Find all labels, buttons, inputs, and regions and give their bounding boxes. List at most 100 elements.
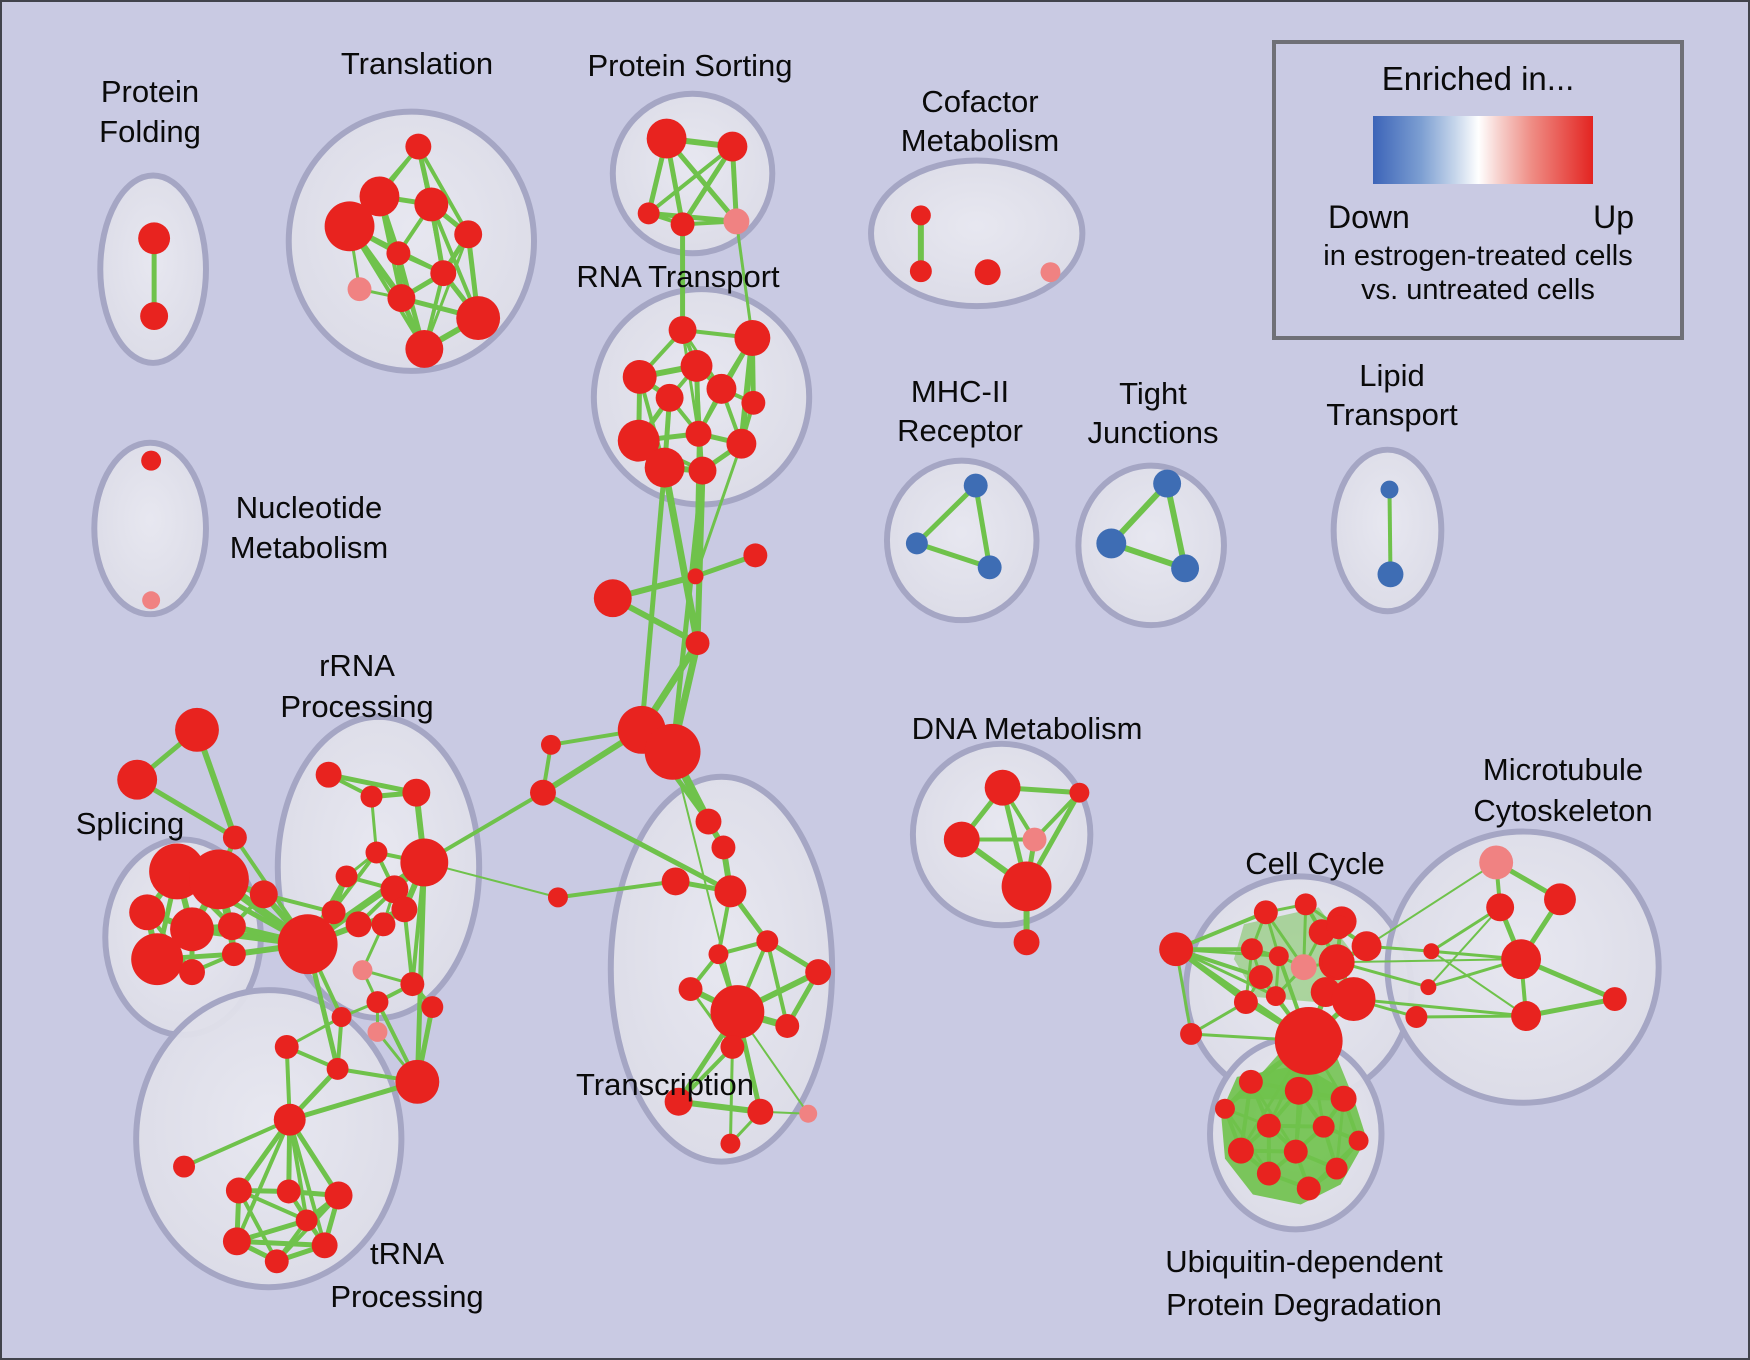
network-node xyxy=(695,808,722,835)
network-node xyxy=(670,212,695,237)
network-node xyxy=(221,942,246,967)
network-node xyxy=(170,907,214,952)
network-node xyxy=(977,555,1002,580)
network-node xyxy=(708,944,729,965)
network-node xyxy=(678,977,703,1002)
network-node xyxy=(646,118,687,159)
network-edge xyxy=(1366,861,1497,948)
network-edge xyxy=(680,145,735,226)
cluster-ellipse-lipid-transport xyxy=(1330,446,1445,615)
network-node xyxy=(359,176,400,217)
network-node xyxy=(655,383,684,412)
cluster-label-nucleotide-metabolism-line2: Metabolism xyxy=(229,530,389,565)
network-edge xyxy=(648,210,737,224)
network-node xyxy=(1040,262,1061,283)
network-edge xyxy=(1338,958,1522,964)
network-node xyxy=(1022,827,1047,852)
network-node xyxy=(984,769,1021,806)
network-node xyxy=(277,914,338,975)
network-edge xyxy=(916,541,991,570)
network-node xyxy=(805,959,832,986)
network-edge xyxy=(639,467,668,731)
network-node xyxy=(1348,1130,1369,1151)
legend-title: Enriched in... xyxy=(1381,60,1575,97)
network-node xyxy=(530,779,556,806)
legend-gradient-bar xyxy=(1373,116,1593,184)
network-node xyxy=(331,1007,352,1027)
cluster-label-translation-line1: Translation xyxy=(340,46,494,81)
network-edge xyxy=(1387,489,1393,575)
network-node xyxy=(324,201,375,252)
network-node xyxy=(414,187,449,222)
network-node xyxy=(387,284,416,313)
network-node xyxy=(321,900,346,925)
network-node xyxy=(367,1021,388,1042)
network-node xyxy=(905,532,928,555)
network-node xyxy=(335,865,358,888)
network-edge xyxy=(236,1238,325,1248)
network-node xyxy=(706,373,737,404)
cluster-label-tight-junctions-line1: Tight xyxy=(1119,376,1187,411)
network-node xyxy=(1248,965,1273,990)
network-node xyxy=(963,473,988,498)
network-node xyxy=(347,277,372,302)
network-node xyxy=(315,761,342,788)
network-node xyxy=(1227,1137,1254,1164)
network-edge xyxy=(1525,996,1616,1019)
network-node xyxy=(726,428,757,459)
network-node xyxy=(1351,931,1382,962)
network-edge xyxy=(1416,1014,1527,1019)
network-node xyxy=(743,543,768,568)
network-node xyxy=(1001,861,1052,912)
network-node xyxy=(1284,1076,1313,1105)
cluster-label-nucleotide-metabolism-line1: Nucleotide xyxy=(235,490,383,525)
network-node xyxy=(222,1227,251,1256)
network-node xyxy=(1214,1098,1235,1119)
network-node xyxy=(910,205,931,226)
network-node xyxy=(1377,561,1404,588)
network-edge xyxy=(328,772,417,796)
legend-endpoints: Down Up xyxy=(1276,199,1680,236)
network-node xyxy=(1274,1007,1343,1075)
network-edge xyxy=(422,233,470,350)
network-node xyxy=(371,912,396,937)
network-edge xyxy=(661,466,701,644)
cluster-label-rrna-processing-line2: Processing xyxy=(280,689,434,724)
network-edge xyxy=(1164,482,1189,569)
cluster-label-lipid-transport-line2: Transport xyxy=(1326,397,1458,432)
cluster-ellipse-nucleotide-metabolism xyxy=(91,439,209,618)
network-node xyxy=(345,911,372,938)
network-node xyxy=(775,1014,800,1038)
network-node xyxy=(1233,990,1258,1015)
cluster-label-cofactor-metabolism-line2: Metabolism xyxy=(900,123,1060,158)
network-node xyxy=(714,875,747,908)
network-node xyxy=(1153,469,1182,498)
network-edge xyxy=(647,145,734,215)
cluster-label-trna-processing-line1: tRNA xyxy=(369,1236,445,1271)
cluster-label-protein-folding-line1: Protein xyxy=(100,74,200,109)
network-node xyxy=(276,1179,301,1204)
network-node xyxy=(664,1087,693,1116)
network-edge xyxy=(671,751,739,1013)
legend-caption-line1: in estrogen-treated cells xyxy=(1323,240,1633,272)
network-node xyxy=(264,1249,289,1274)
network-node xyxy=(1240,938,1263,961)
cluster-label-microtubule-cytoskeleton-line1: Microtubule xyxy=(1482,752,1644,787)
cluster-label-protein-folding-line2: Folding xyxy=(99,114,201,149)
network-node xyxy=(173,1155,196,1178)
network-edge xyxy=(183,1117,291,1169)
network-node xyxy=(117,759,158,800)
network-edge xyxy=(1353,997,1527,1018)
network-node xyxy=(386,241,411,266)
network-edge xyxy=(1176,947,1279,958)
network-node xyxy=(734,320,771,356)
legend: Enriched in... Down Up in estrogen-treat… xyxy=(1272,40,1684,340)
cluster-label-mhc-ii-receptor-line1: MHC-II xyxy=(910,374,1010,409)
network-node xyxy=(710,985,765,1039)
network-node xyxy=(189,849,249,910)
cluster-label-protein-sorting-line1: Protein Sorting xyxy=(587,48,793,83)
network-node xyxy=(141,450,162,471)
network-node xyxy=(1380,480,1399,499)
network-node xyxy=(179,959,205,986)
